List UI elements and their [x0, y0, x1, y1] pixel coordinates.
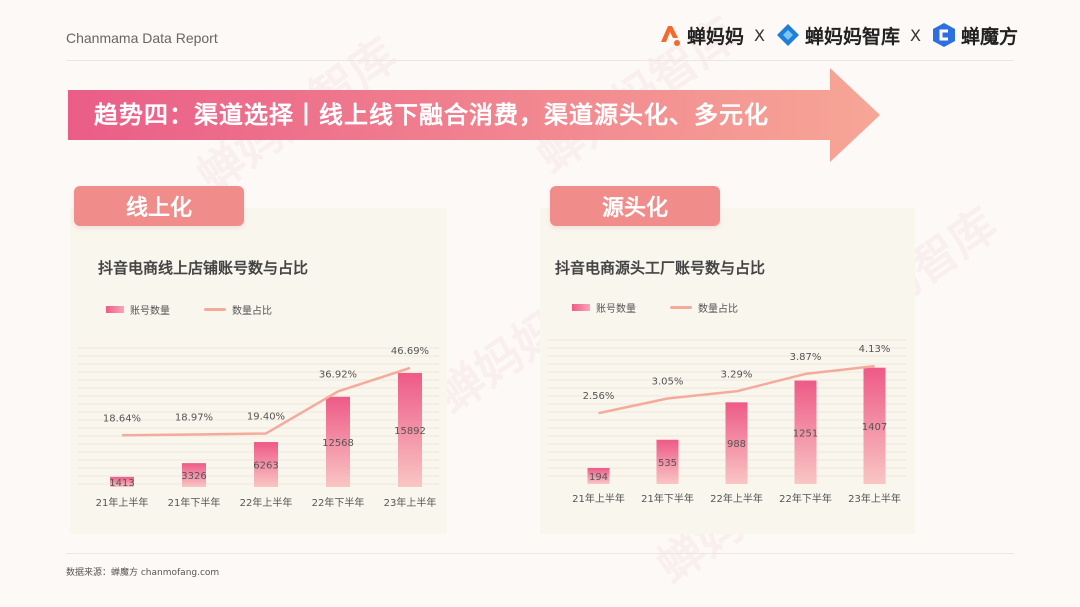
- chanmama-logo-icon: [661, 26, 681, 46]
- bar-value-label: 1413: [109, 478, 134, 489]
- bar-value-label: 194: [589, 472, 608, 483]
- line-value-label: 4.13%: [859, 344, 891, 355]
- x-tick-label: 23年上半年: [848, 492, 901, 505]
- bar: [587, 467, 610, 484]
- chart-online-stores: 1413 21年上半年 3326 21年下半年 6263 22年上半年 12568 22年下半…: [78, 346, 439, 509]
- bar: [725, 402, 748, 484]
- line-value-label: 2.56%: [583, 391, 615, 402]
- line-value-label: 18.97%: [175, 412, 213, 423]
- bar-value-label: 3326: [181, 471, 206, 482]
- bar: [254, 442, 278, 487]
- bar-value-label: 6263: [253, 461, 278, 472]
- footer-divider: [66, 553, 1014, 554]
- x-tick-label: 22年上半年: [240, 496, 293, 509]
- bar: [794, 380, 817, 484]
- logo-group: 蝉妈妈 X 蝉妈妈智库 X 蝉魔方: [657, 18, 1018, 52]
- banner-arrow: [68, 68, 880, 162]
- bar: [110, 476, 134, 487]
- x-tick-label: 23年上半年: [384, 496, 437, 509]
- chart-legend: 账号数量 数量占比: [572, 300, 738, 315]
- line-value-label: 3.05%: [652, 377, 684, 388]
- x-tick-label: 22年下半年: [312, 496, 365, 509]
- chanmama-logo: 蝉妈妈: [657, 22, 744, 49]
- bar-value-label: 1251: [793, 428, 818, 439]
- chart-title: 抖音电商线上店铺账号数与占比: [98, 259, 309, 277]
- legend-bar-swatch: [106, 306, 124, 313]
- logo-text: 蝉魔方: [960, 25, 1018, 48]
- logo-separator: X: [910, 25, 921, 45]
- legend-bar-swatch: [572, 304, 590, 311]
- section-tag-online: 线上化: [74, 186, 244, 226]
- line-value-label: 3.87%: [790, 352, 822, 363]
- chart-legend: 账号数量 数量占比: [106, 302, 272, 317]
- chart-title: 抖音电商源头工厂账号数与占比: [555, 259, 766, 277]
- line-value-label: 3.29%: [721, 369, 753, 380]
- x-tick-label: 21年下半年: [641, 492, 694, 505]
- legend-line-swatch: [204, 308, 226, 311]
- logo-separator: X: [754, 25, 765, 45]
- x-tick-label: 22年上半年: [710, 492, 763, 505]
- x-tick-label: 21年上半年: [96, 496, 149, 509]
- section-tag-source: 源头化: [550, 186, 720, 226]
- bar-value-label: 15892: [394, 426, 426, 437]
- header-divider: [66, 60, 1014, 61]
- legend-line-label: 数量占比: [232, 306, 272, 317]
- legend-bar-label: 账号数量: [130, 306, 170, 317]
- legend-bar-label: 账号数量: [596, 304, 636, 315]
- logo-text: 蝉妈妈智库: [805, 25, 901, 48]
- x-tick-label: 21年上半年: [572, 492, 625, 505]
- chanmama-zhiku-logo: 蝉妈妈智库: [775, 22, 900, 49]
- chanmofang-logo: 蝉魔方: [931, 22, 1018, 49]
- line-value-label: 19.40%: [247, 411, 285, 422]
- line-value-label: 36.92%: [319, 369, 357, 380]
- bar: [656, 439, 679, 484]
- chart-source-factories: 194 21年上半年 535 21年下半年 988 22年上半年 1251 22年下半年 140…: [548, 339, 907, 505]
- line-value-label: 46.69%: [391, 346, 429, 357]
- ratio-line: [121, 366, 411, 437]
- legend-line-swatch: [670, 306, 692, 309]
- report-title: Chanmama Data Report: [66, 30, 218, 46]
- bar: [398, 372, 422, 487]
- data-source: 数据来源：蝉魔方 chanmofang.com: [66, 568, 220, 578]
- logo-text: 蝉妈妈: [687, 25, 745, 48]
- bar: [326, 396, 350, 487]
- x-tick-label: 22年下半年: [779, 492, 832, 505]
- bar-value-label: 535: [658, 458, 677, 469]
- bar: [182, 463, 206, 487]
- bar-value-label: 12568: [322, 438, 354, 449]
- bar: [863, 367, 886, 484]
- x-tick-label: 21年下半年: [168, 496, 221, 509]
- ratio-line: [598, 364, 875, 415]
- legend-line-label: 数量占比: [698, 304, 738, 315]
- bar-value-label: 1407: [862, 422, 887, 433]
- chanmama-zhiku-logo-icon: [777, 24, 799, 46]
- bar-value-label: 988: [727, 439, 746, 450]
- chanmofang-logo-icon: [932, 23, 955, 47]
- banner-title: 趋势四：渠道选择丨线上线下融合消费，渠道源头化、多元化: [94, 101, 769, 129]
- line-value-label: 18.64%: [103, 413, 141, 424]
